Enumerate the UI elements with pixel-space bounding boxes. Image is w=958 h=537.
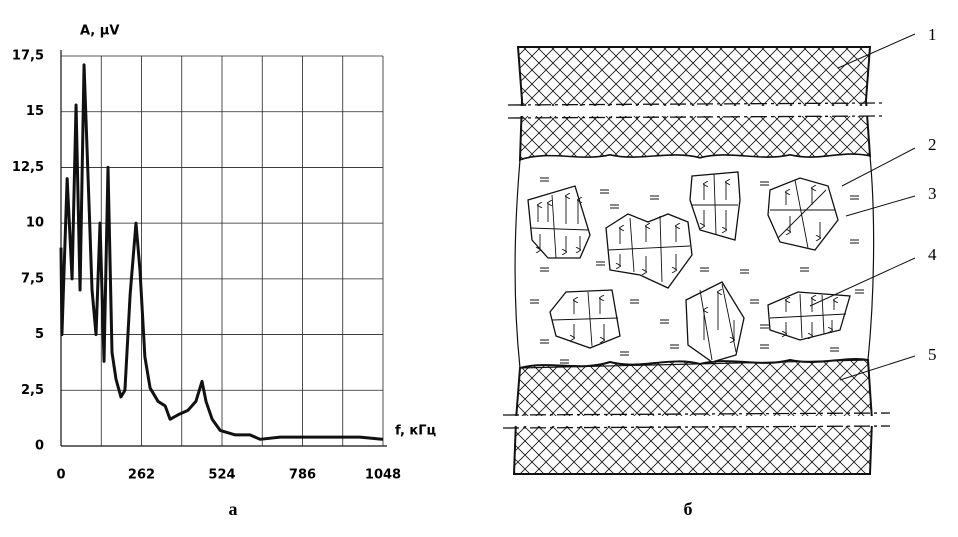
matrix-marks — [530, 177, 864, 364]
y-tick-label: 5 — [35, 327, 44, 342]
data-line — [59, 63, 384, 441]
grains — [527, 171, 851, 363]
matrix-dash — [540, 267, 549, 272]
x-tick-label: 1048 — [365, 468, 401, 483]
matrix-dash — [800, 267, 809, 272]
diagram-label: 1 — [928, 25, 937, 44]
matrix-dash — [830, 347, 839, 352]
matrix-dash — [760, 181, 769, 186]
y-tick-label: 17,5 — [12, 49, 44, 64]
y-tick-label: 7,5 — [21, 271, 44, 286]
y-tick-label: 15 — [26, 104, 44, 119]
y-tick-label: 12,5 — [12, 160, 44, 175]
matrix-dash — [600, 189, 609, 194]
diagram-label: 2 — [928, 135, 937, 154]
matrix-dash — [760, 324, 769, 329]
break-gap — [500, 416, 895, 426]
matrix-dash — [750, 299, 759, 304]
break-gap — [505, 106, 885, 116]
matrix-dash — [540, 177, 549, 182]
diagram-label: 5 — [928, 345, 937, 364]
matrix-dash — [610, 204, 619, 209]
y-tick-label: 0 — [35, 439, 44, 454]
leader-lines — [809, 33, 916, 381]
matrix-dash — [596, 261, 605, 266]
matrix-dash — [540, 339, 549, 344]
matrix-dash — [670, 344, 679, 349]
break-lines — [502, 102, 891, 429]
matrix-dash — [530, 299, 539, 304]
matrix-dash — [650, 195, 659, 200]
x-tick-label: 0 — [56, 468, 65, 483]
y-tick-label: 2,5 — [21, 383, 44, 398]
structure-diagram: 1 2 3 4 5 — [500, 25, 937, 475]
matrix-dash — [700, 267, 709, 272]
diagram-label: 4 — [928, 245, 937, 264]
matrix-dash — [760, 344, 769, 349]
matrix-dash — [855, 289, 864, 294]
diagram-label: 3 — [928, 184, 937, 203]
matrix-dash — [740, 269, 749, 274]
y-tick-label: 10 — [26, 216, 44, 231]
panel-label: а — [229, 499, 238, 519]
matrix-dash — [560, 359, 569, 364]
matrix-dash — [630, 299, 639, 304]
x-tick-label: 524 — [208, 468, 235, 483]
matrix-dash — [850, 239, 859, 244]
matrix-dash — [660, 319, 669, 324]
x-tick-label: 786 — [289, 468, 316, 483]
panel-label: б — [684, 499, 693, 519]
x-axis-label: f, кГц — [395, 424, 437, 439]
matrix-dash — [620, 351, 629, 356]
matrix-dash — [850, 195, 859, 200]
x-tick-label: 262 — [128, 468, 155, 483]
y-axis-label: A, μV — [80, 24, 119, 39]
line-chart: 0 262 524 786 1048 0 2,5 5 7,5 10 12,5 15 17,5 A, μV f… — [12, 24, 437, 483]
